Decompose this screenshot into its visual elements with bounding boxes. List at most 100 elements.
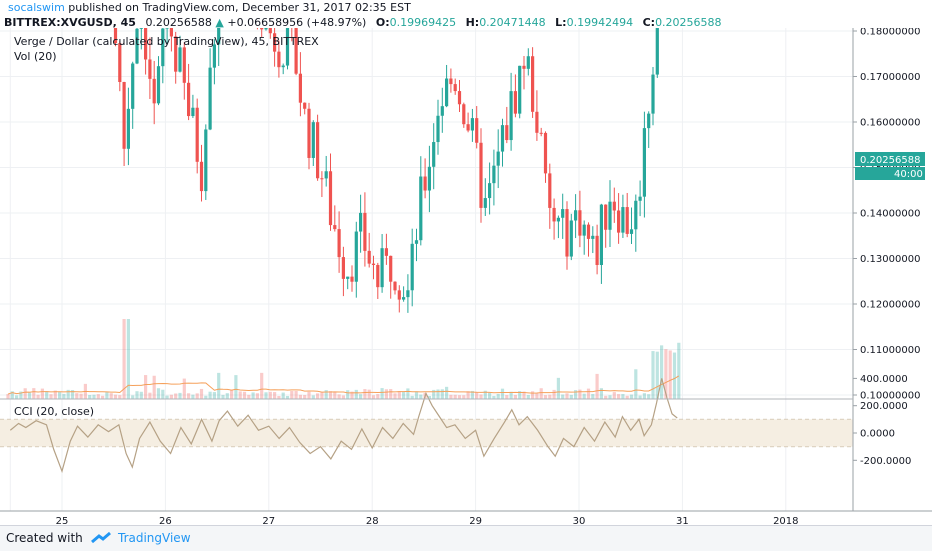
volume-bar xyxy=(221,394,225,399)
volume-bar xyxy=(479,394,483,399)
volume-bar xyxy=(509,391,513,399)
volume-bar xyxy=(311,395,315,399)
volume-bar xyxy=(397,391,401,399)
candle-body xyxy=(651,74,655,114)
volume-bar xyxy=(578,389,582,399)
chart-area[interactable]: 0.250000000.240000000.230000000.22000000… xyxy=(0,28,932,525)
volume-bar xyxy=(470,390,474,399)
volume-bar xyxy=(548,394,552,399)
open-value: 0.19969425 xyxy=(389,16,457,29)
candle-body xyxy=(617,210,621,233)
volume-bar xyxy=(40,388,44,399)
volume-bar xyxy=(376,394,380,399)
candle-body xyxy=(457,91,462,105)
volume-bar xyxy=(647,394,651,399)
cci-tick-label: 0.0000 xyxy=(860,429,895,440)
candle-body xyxy=(531,56,535,112)
volume-bar xyxy=(539,388,543,399)
candle-body xyxy=(346,276,350,279)
author-link[interactable]: socalswim xyxy=(8,1,65,14)
candle-body xyxy=(126,108,130,149)
candle-body xyxy=(582,224,586,236)
candle-body xyxy=(479,142,483,208)
volume-bar xyxy=(363,389,367,399)
candle-body xyxy=(440,106,444,116)
candle-body xyxy=(169,28,173,37)
volume-bar xyxy=(298,394,302,399)
volume-bar xyxy=(191,394,195,399)
candle-body xyxy=(513,91,517,114)
candle-body xyxy=(655,28,659,75)
published-text: published on TradingView.com, December 3… xyxy=(64,1,411,14)
volume-bar xyxy=(556,377,560,399)
volume-bar xyxy=(513,394,517,399)
open-label: O: xyxy=(375,16,390,29)
volume-bar xyxy=(242,391,247,399)
candle-body xyxy=(393,281,397,291)
candle-body xyxy=(492,165,496,184)
volume-bar xyxy=(27,392,32,399)
volume-bar xyxy=(23,388,27,399)
candle-body xyxy=(621,207,625,233)
candle-body xyxy=(367,250,371,264)
volume-bar xyxy=(660,345,664,399)
volume-bar xyxy=(582,393,586,399)
volume-bar xyxy=(664,349,668,399)
last-price: 0.20256588 xyxy=(145,16,212,29)
candle-body xyxy=(556,217,560,222)
candle-body xyxy=(212,44,216,68)
volume-bar xyxy=(230,389,234,399)
volume-bar xyxy=(113,394,118,399)
volume-bar xyxy=(178,392,182,399)
candle-body xyxy=(505,125,509,141)
cci-axis[interactable]: 400.0000 200.0000 0.0000 -200.0000 xyxy=(853,374,911,467)
volume-bar xyxy=(264,392,268,399)
volume-bar xyxy=(440,389,444,399)
volume-bar xyxy=(169,394,173,399)
countdown-text: 40:00 xyxy=(894,169,923,180)
candle-body xyxy=(578,210,582,236)
volume-bar xyxy=(586,388,591,399)
candle-body xyxy=(522,65,526,69)
candle-body xyxy=(294,28,298,74)
volume-bar xyxy=(10,391,14,399)
time-axis[interactable]: 25 26 27 28 29 30 31 2018 xyxy=(56,516,799,525)
volume-bar xyxy=(462,395,466,399)
volume-bar xyxy=(346,390,350,399)
volume-bar xyxy=(672,352,677,399)
candle-body xyxy=(574,210,578,221)
volume-bar xyxy=(638,395,642,399)
volume-bar xyxy=(475,392,479,399)
cci-legend: CCI (20, close) xyxy=(14,405,94,418)
tradingview-brand-link[interactable]: TradingView xyxy=(118,531,191,545)
candle-body xyxy=(174,36,178,72)
volume-bar xyxy=(677,342,681,399)
candle-body xyxy=(380,248,384,288)
high-label: H: xyxy=(465,16,480,29)
candle-body xyxy=(139,28,143,29)
volume-bar xyxy=(70,390,75,399)
volume-bar xyxy=(651,351,655,399)
candle-body xyxy=(307,108,311,158)
candle-body xyxy=(591,235,595,239)
volume-bar xyxy=(389,389,393,399)
candle-body xyxy=(586,224,591,239)
candle-body xyxy=(642,128,646,197)
cci-layer xyxy=(9,378,678,474)
volume-bar xyxy=(45,391,49,399)
volume-bar xyxy=(96,394,100,399)
candle-body xyxy=(298,73,302,103)
volume-bar xyxy=(612,392,616,399)
symbol-label[interactable]: BITTREX:XVGUSD, 45 xyxy=(4,16,136,29)
candle-body xyxy=(303,102,307,109)
candle-body xyxy=(156,66,161,104)
candle-body xyxy=(509,91,513,141)
volume-bar xyxy=(595,373,599,399)
volume-bar xyxy=(199,388,204,399)
candle-body xyxy=(488,183,492,199)
volume-bar xyxy=(139,391,143,399)
volume-bar xyxy=(574,390,578,399)
volume-bar xyxy=(62,393,66,399)
volume-bar xyxy=(118,395,122,399)
candle-body xyxy=(113,28,118,44)
